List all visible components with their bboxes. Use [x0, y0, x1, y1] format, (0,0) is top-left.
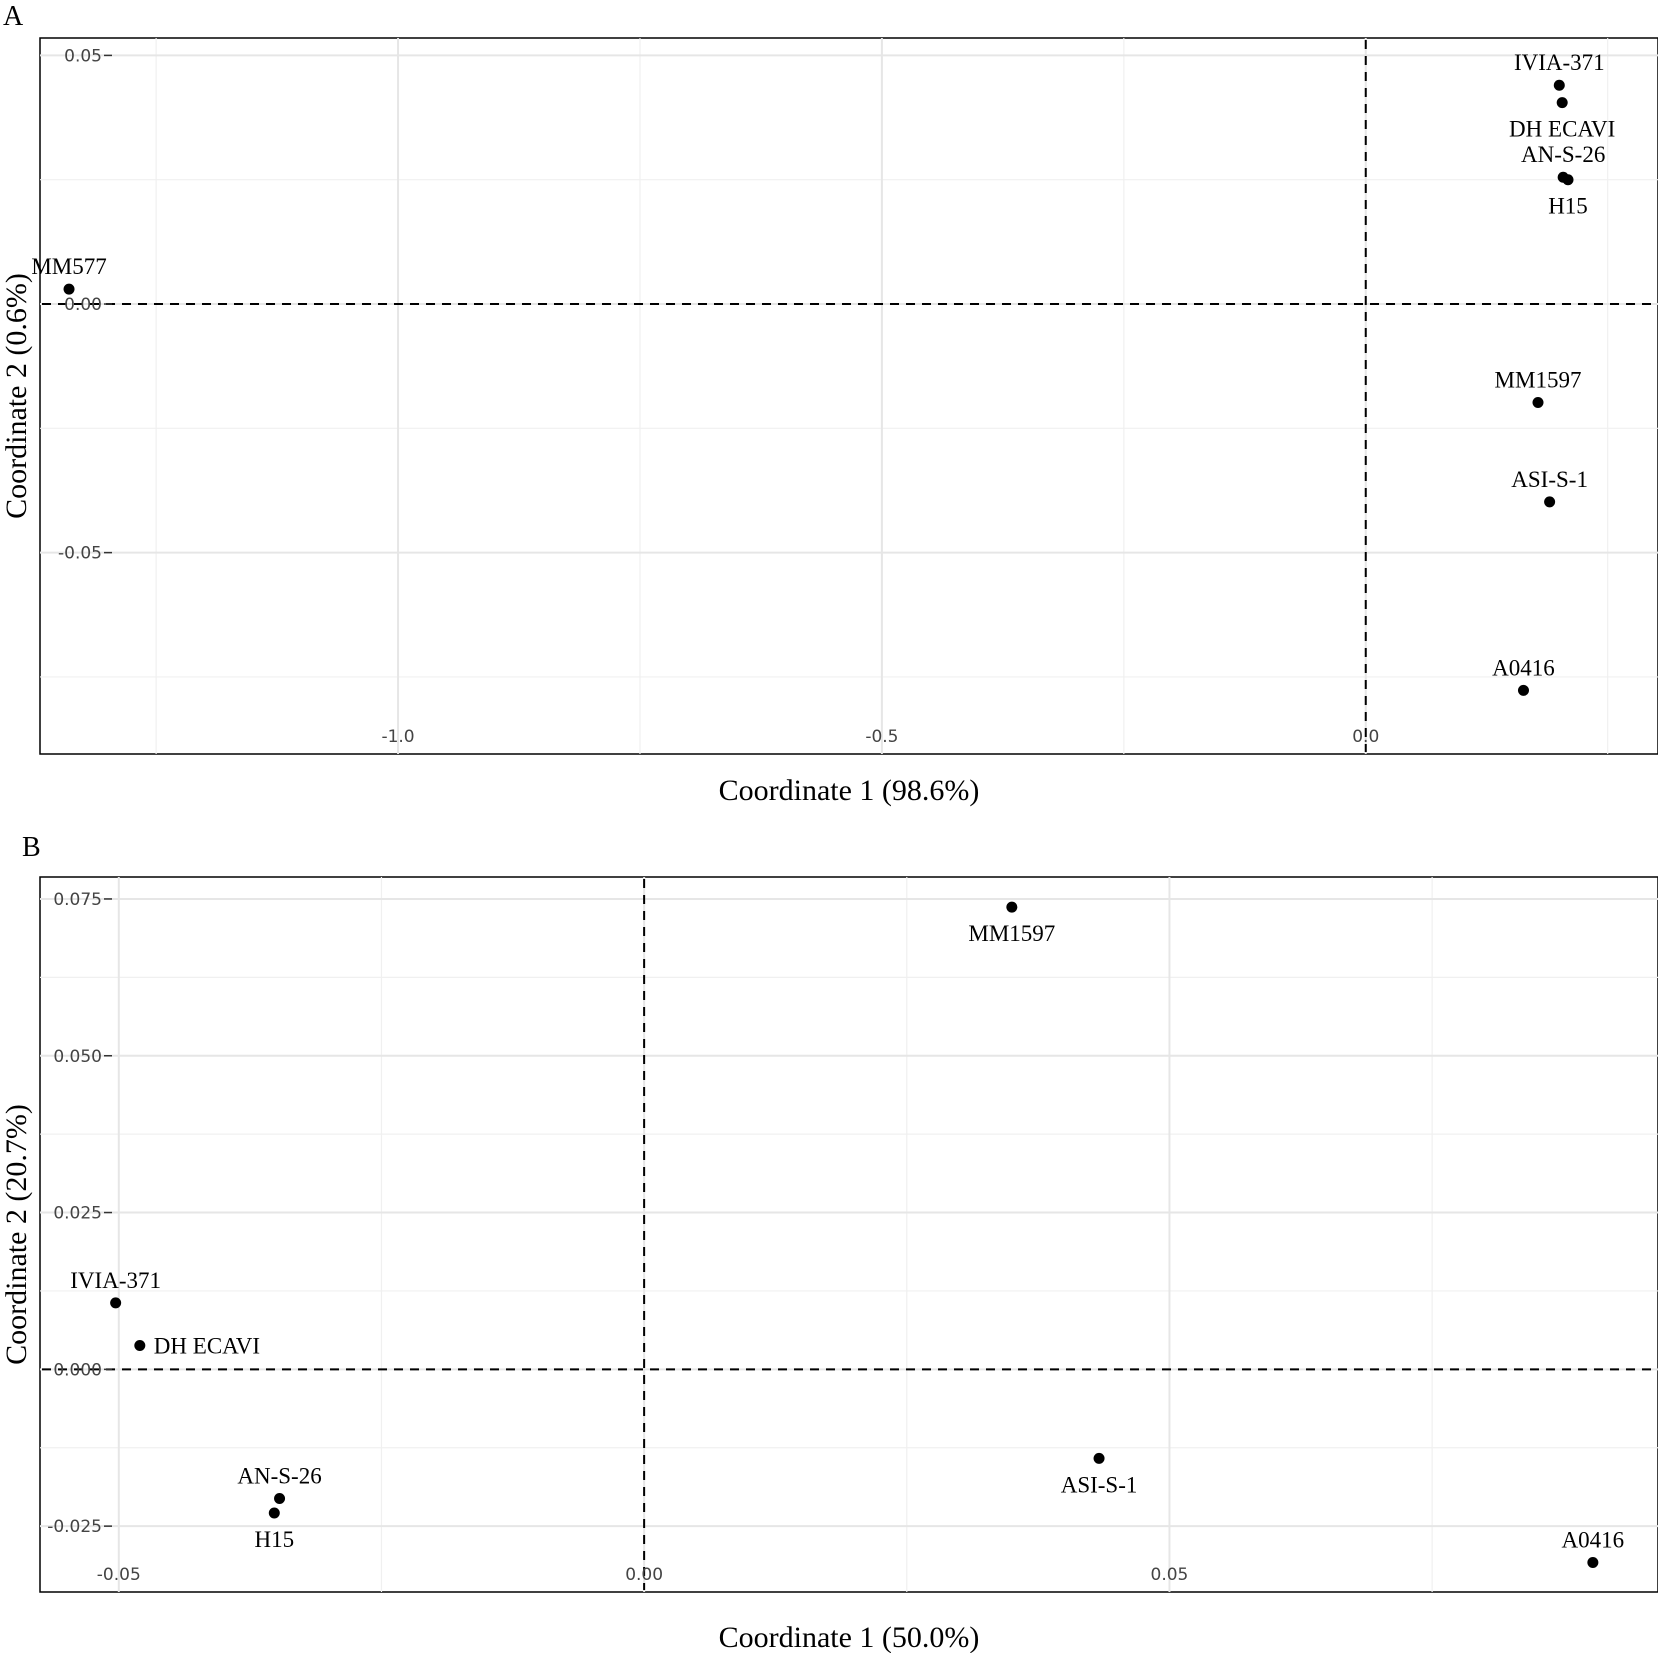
y-tick-label: -0.05	[58, 544, 102, 564]
x-tick-label: 0.05	[1151, 1565, 1189, 1585]
x-tick-label: 0.0	[1352, 727, 1379, 747]
data-label-an-s-26: AN-S-26	[237, 1464, 321, 1489]
y-tick-label: -0.025	[47, 1517, 102, 1537]
data-label-mm1597: MM1597	[968, 921, 1055, 946]
data-point-dh-ecavi	[1556, 97, 1568, 109]
data-label-ivia-371: IVIA-371	[70, 1268, 161, 1293]
x-axis-title: Coordinate 1 (98.6%)	[719, 774, 980, 807]
data-label-h15: H15	[1548, 194, 1588, 219]
data-label-asi-s-1: ASI-S-1	[1061, 1472, 1138, 1497]
y-tick-label: 0.00	[64, 295, 102, 315]
x-tick-label: -1.0	[381, 727, 414, 747]
data-point-an-s-26	[274, 1493, 286, 1505]
y-tick-label: 0.075	[53, 890, 102, 910]
data-point-mm1597	[1006, 901, 1018, 913]
panel-b-scatter-plot: 0.075 0.050 0.025 0.000 -0.025 -0.05 0.00 0.05 C…	[0, 876, 1658, 1653]
y-tick-label: 0.025	[53, 1204, 102, 1224]
data-point-mm577	[63, 283, 75, 295]
data-label-dh-ecavi: DH ECAVI	[1509, 117, 1615, 142]
panel-a-scatter-plot: 0.05 0.00 -0.05 -1.0 -0.5 0.0 Coordinate 1 (98…	[0, 37, 1658, 807]
panel-letter-a: A	[3, 1, 24, 32]
data-point-dh-ecavi	[134, 1340, 146, 1352]
data-label-dh-ecavi: DH ECAVI	[154, 1334, 260, 1359]
data-point-mm1597	[1532, 396, 1544, 408]
data-point-asi-s-1	[1544, 496, 1556, 508]
y-tick-label: 0.050	[53, 1047, 102, 1067]
y-tick-label: 0.000	[53, 1360, 102, 1380]
x-tick-label: -0.05	[97, 1565, 141, 1585]
y-axis-title: Coordinate 2 (0.6%)	[0, 273, 33, 519]
data-point-a0416	[1587, 1557, 1599, 1569]
data-label-a0416: A0416	[1492, 655, 1555, 680]
data-label-an-s-26: AN-S-26	[1521, 142, 1605, 167]
data-point-a0416	[1517, 684, 1529, 696]
panel-letter-b: B	[22, 832, 41, 863]
data-label-h15: H15	[254, 1527, 294, 1552]
data-label-asi-s-1: ASI-S-1	[1511, 467, 1588, 492]
data-label-mm1597: MM1597	[1495, 367, 1582, 392]
plot-frame	[39, 876, 1658, 1593]
x-tick-label: -0.5	[865, 727, 898, 747]
data-point-asi-s-1	[1093, 1452, 1105, 1464]
data-label-ivia-371: IVIA-371	[1514, 50, 1605, 75]
data-point-ivia-371	[110, 1297, 122, 1309]
plot-frame	[39, 37, 1658, 755]
data-label-mm577: MM577	[31, 254, 106, 279]
data-point-ivia-371	[1553, 79, 1565, 91]
x-tick-label: 0.00	[625, 1565, 663, 1585]
y-tick-label: 0.05	[64, 46, 102, 66]
x-axis-title: Coordinate 1 (50.0%)	[719, 1621, 980, 1653]
data-point-h15	[268, 1507, 280, 1519]
y-axis-title: Coordinate 2 (20.7%)	[0, 1104, 33, 1365]
data-label-a0416: A0416	[1562, 1528, 1625, 1553]
data-point-h15	[1562, 174, 1574, 186]
